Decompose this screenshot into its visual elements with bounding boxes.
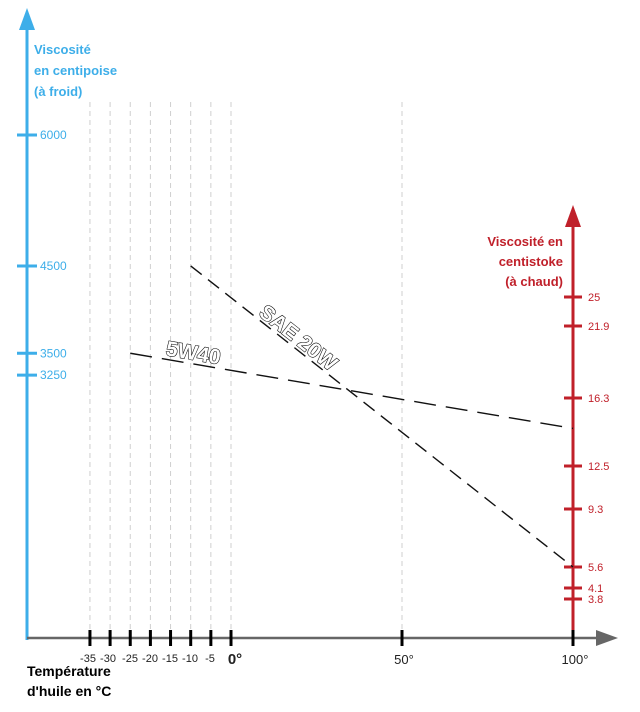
x-tick-label: -35 xyxy=(80,653,96,665)
x-tick-label: 100° xyxy=(562,652,589,667)
right-tick-label: 12.5 xyxy=(588,461,609,473)
x-tick-label: 0° xyxy=(228,651,242,668)
left-axis-arrow-icon xyxy=(19,8,35,30)
right-tick-label: 4.1 xyxy=(588,583,603,595)
series-label: 5W40 xyxy=(164,337,222,369)
x-tick-label: -5 xyxy=(205,653,215,665)
series-line xyxy=(190,265,574,568)
x-tick-label: -20 xyxy=(142,653,158,665)
right-tick-label: 5.6 xyxy=(588,562,603,574)
right-axis-title-3: (à chaud) xyxy=(505,274,563,289)
right-tick-label: 21.9 xyxy=(588,321,609,333)
left-tick-label: 3500 xyxy=(40,346,67,360)
left-tick-label: 3250 xyxy=(40,368,67,382)
right-axis-title-2: centistoke xyxy=(499,254,563,269)
x-tick-label: 50° xyxy=(394,652,414,667)
x-axis: -35 -30 -25 -20 -15 -10 -5 0° 50° 100° Températur… xyxy=(27,630,618,699)
x-axis-title-1: Température xyxy=(27,663,111,679)
left-axis-title-2: en centipoise xyxy=(34,63,117,78)
x-tick-label: -10 xyxy=(182,653,198,665)
x-tick-label: -25 xyxy=(122,653,138,665)
left-axis-title-3: (à froid) xyxy=(34,84,82,99)
left-tick-label: 6000 xyxy=(40,128,67,142)
left-axis: 6000 4500 3500 3250 Viscosité en centipoise… xyxy=(17,8,117,640)
grid-lines xyxy=(89,102,403,638)
x-axis-title-2: d'huile en °C xyxy=(27,683,111,699)
right-tick-label: 9.3 xyxy=(588,504,603,516)
x-tick-label: -15 xyxy=(162,653,178,665)
right-axis-arrow-icon xyxy=(565,205,581,227)
left-axis-title-1: Viscosité xyxy=(34,42,91,57)
series-line xyxy=(130,352,574,430)
right-tick-label: 3.8 xyxy=(588,594,603,606)
right-axis-title-1: Viscosité en xyxy=(487,234,563,249)
x-axis-arrow-icon xyxy=(596,630,618,646)
right-tick-label: 25 xyxy=(588,292,600,304)
right-tick-label: 16.3 xyxy=(588,393,609,405)
x-tick-label: -30 xyxy=(100,653,116,665)
series-label: SAE 20W xyxy=(255,301,342,376)
left-tick-label: 4500 xyxy=(40,259,67,273)
